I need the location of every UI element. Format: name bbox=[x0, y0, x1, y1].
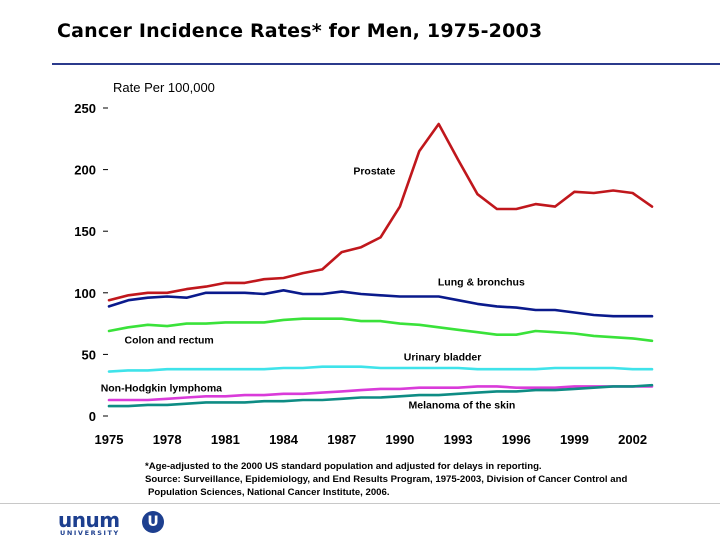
series-label-prostate: Prostate bbox=[353, 166, 395, 178]
footnote-line-1: *Age-adjusted to the 2000 US standard po… bbox=[145, 461, 542, 472]
series-label-nhl: Non-Hodgkin lymphoma bbox=[101, 382, 222, 394]
series-line-prostate bbox=[107, 122, 654, 302]
x-tick-label: 2002 bbox=[618, 432, 647, 447]
series-line-colon bbox=[107, 317, 654, 343]
y-axis-label: Rate Per 100,000 bbox=[113, 80, 215, 95]
series-line-melanoma bbox=[107, 383, 654, 408]
line-chart: Rate Per 100,000 0 50 100 150 200 250 1975 1978 1… bbox=[74, 80, 654, 447]
series-line-lung bbox=[107, 288, 654, 318]
x-tick-label: 1987 bbox=[327, 432, 356, 447]
page-title: Cancer Incidence Rates* for Men, 1975-20… bbox=[57, 20, 543, 42]
y-tick-label: 50 bbox=[82, 347, 96, 362]
y-tick-label: 200 bbox=[74, 163, 96, 178]
y-tick-label: 0 bbox=[89, 409, 96, 424]
series-label-lung: Lung & bronchus bbox=[438, 276, 525, 288]
logo-subtitle: UNIVERSITY bbox=[60, 529, 120, 537]
x-tick-label: 1978 bbox=[153, 432, 182, 447]
series-line-nhl bbox=[107, 385, 654, 402]
x-tick-label: 1996 bbox=[502, 432, 531, 447]
footer-divider bbox=[0, 503, 720, 504]
logo-badge: U bbox=[142, 511, 164, 533]
logo-wordmark: unum bbox=[58, 508, 120, 532]
x-tick-label: 1999 bbox=[560, 432, 589, 447]
footnote-line-3: Population Sciences, National Cancer Ins… bbox=[148, 487, 390, 498]
y-tick-label: 150 bbox=[74, 224, 96, 239]
series-label-bladder: Urinary bladder bbox=[404, 352, 482, 364]
footnote-line-2: Source: Surveillance, Epidemiology, and … bbox=[145, 474, 628, 485]
series-line-bladder bbox=[107, 365, 654, 373]
x-tick-label: 1990 bbox=[385, 432, 414, 447]
series-label-melanoma: Melanoma of the skin bbox=[409, 400, 516, 412]
x-tick-label: 1984 bbox=[269, 432, 299, 447]
x-tick-label: 1975 bbox=[95, 432, 124, 447]
y-tick-label: 100 bbox=[74, 286, 96, 301]
x-tick-label: 1981 bbox=[211, 432, 240, 447]
unum-university-logo: unum UNIVERSITY U bbox=[56, 508, 166, 538]
x-tick-label: 1993 bbox=[444, 432, 473, 447]
title-divider bbox=[52, 63, 720, 65]
series-label-colon: Colon and rectum bbox=[124, 334, 213, 346]
y-tick-label: 250 bbox=[74, 101, 96, 116]
footnote: *Age-adjusted to the 2000 US standard po… bbox=[145, 460, 627, 499]
